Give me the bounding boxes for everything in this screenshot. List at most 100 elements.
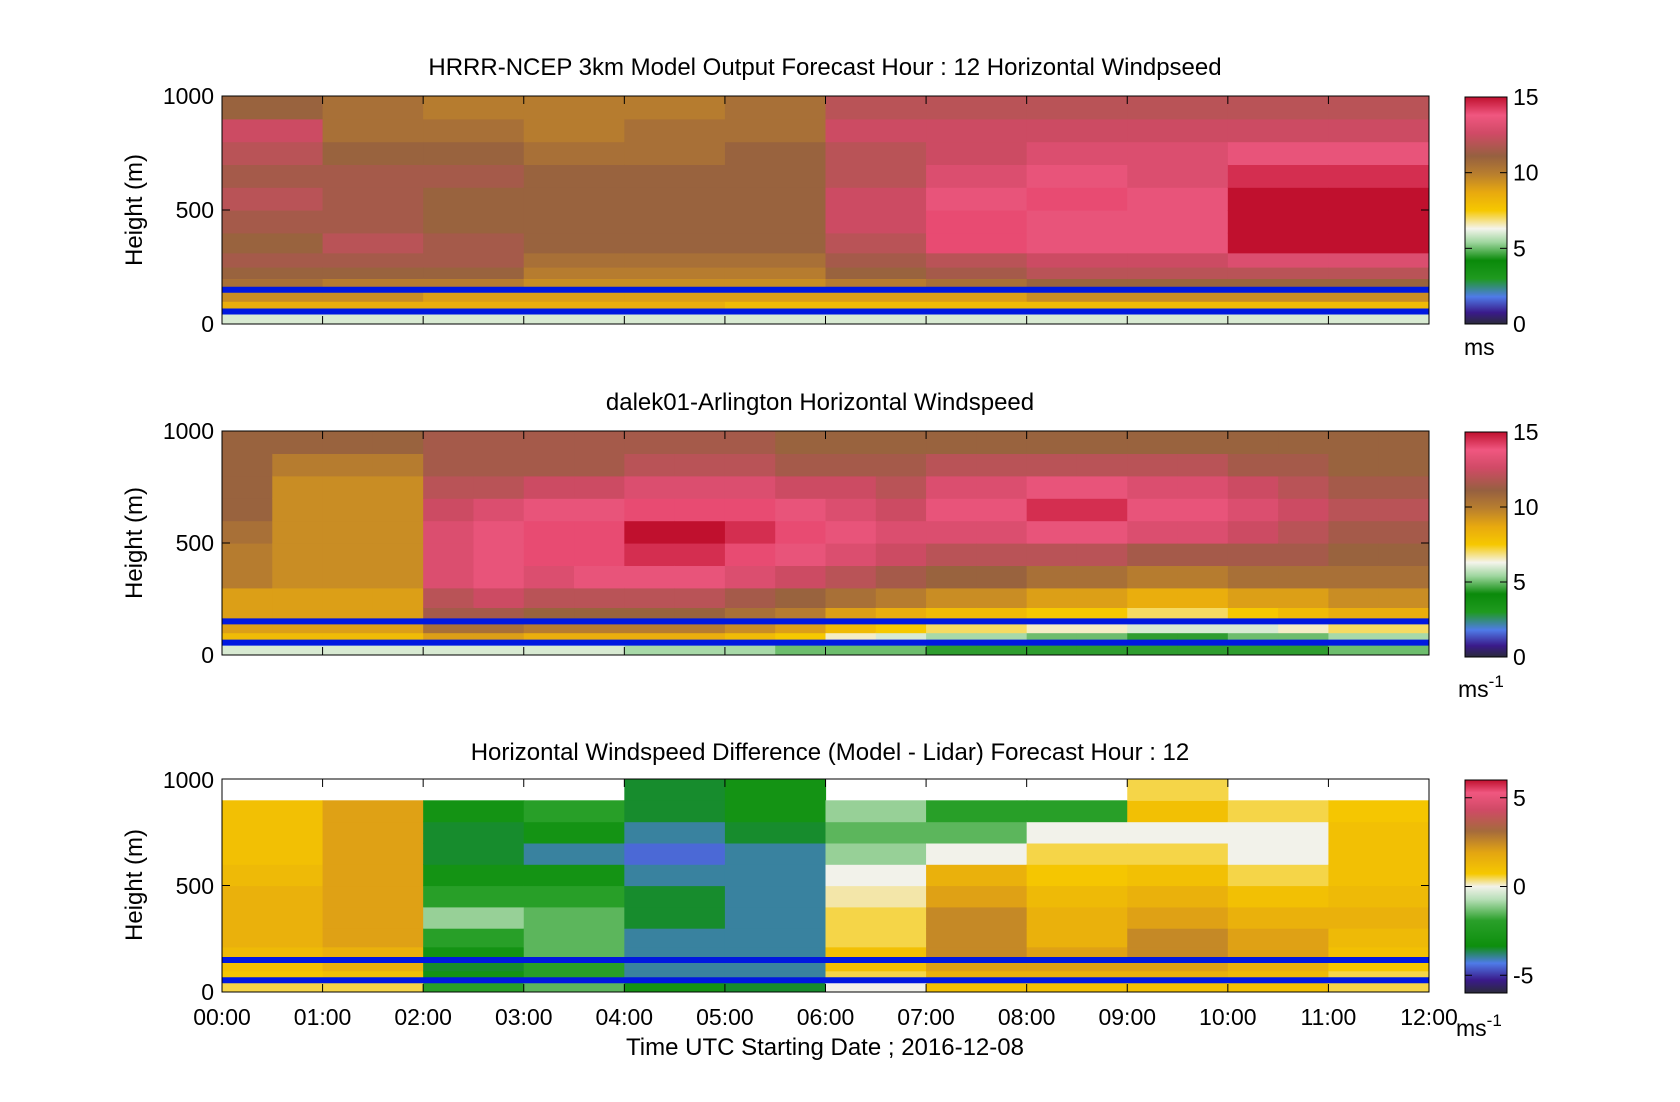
heatmap-cell xyxy=(1127,498,1179,522)
heatmap-cell xyxy=(976,587,1028,608)
heatmap-cell xyxy=(1378,453,1429,477)
heatmap-cell xyxy=(724,970,827,982)
heatmap-cell xyxy=(926,498,977,522)
heatmap-cell xyxy=(875,431,927,454)
heatmap-cell xyxy=(1378,643,1429,655)
heatmap-cell xyxy=(875,587,927,608)
heatmap-cell xyxy=(574,475,625,499)
heatmap-cell xyxy=(1026,252,1128,268)
heatmap-cell xyxy=(1127,267,1229,279)
heatmap-cell xyxy=(674,621,726,634)
heatmap-cell xyxy=(724,453,776,477)
heatmap-cell xyxy=(523,643,575,655)
x-axis xyxy=(221,430,1430,656)
heatmap-cell xyxy=(1227,210,1330,234)
heatmap-cell xyxy=(875,607,927,622)
heatmap-cell xyxy=(926,621,977,634)
heatmap-cell xyxy=(1328,312,1429,324)
heatmap-cell xyxy=(523,621,575,634)
heatmap-cell xyxy=(624,607,676,622)
x-tick-label: 03:00 xyxy=(495,1004,553,1030)
heatmap-cell xyxy=(1328,267,1429,279)
heatmap-cell xyxy=(473,498,525,522)
heatmap-cell xyxy=(1227,164,1330,188)
colorbar-tick-label: 15 xyxy=(1513,84,1539,110)
heatmap-cell xyxy=(372,587,424,608)
colorbar-unit-superscript: -1 xyxy=(1487,1011,1502,1030)
heatmap-cell xyxy=(926,543,977,566)
heatmap-cell xyxy=(1177,607,1229,622)
heatmap-cell xyxy=(322,267,424,279)
heatmap-cell xyxy=(222,821,324,844)
heatmap-cell xyxy=(222,96,324,120)
heatmap-cell xyxy=(624,800,726,823)
heatmap-cell xyxy=(423,252,525,268)
overlay-lines xyxy=(222,957,1429,984)
heatmap-cell xyxy=(322,842,424,865)
heatmap-cell xyxy=(1378,621,1429,634)
heatmap-cell xyxy=(1177,621,1229,634)
heatmap-cell xyxy=(574,520,625,544)
heatmap-cell xyxy=(1076,621,1128,634)
heatmap-cell xyxy=(1026,431,1078,454)
heatmap-cell xyxy=(423,520,475,544)
y-tick-label: 1000 xyxy=(163,767,214,793)
heatmap-cell xyxy=(624,252,726,268)
y-axis-label: Height (m) xyxy=(121,487,148,599)
heatmap-cell xyxy=(523,864,625,887)
heatmap-cell xyxy=(1278,565,1330,589)
heatmap-cell xyxy=(1127,800,1229,823)
heatmap-cell xyxy=(423,453,475,477)
heatmap-cell xyxy=(825,587,877,608)
heatmap-cell xyxy=(926,906,1028,929)
heatmap-cell xyxy=(322,885,424,908)
heatmap-cell xyxy=(372,498,424,522)
heatmap-cell xyxy=(976,643,1028,655)
heatmap-cell xyxy=(222,164,324,188)
heatmap-cell xyxy=(674,587,726,608)
heatmap-cell xyxy=(222,981,324,992)
heatmap-cell xyxy=(423,621,475,634)
heatmap-cell xyxy=(926,928,1028,948)
heatmap-cell xyxy=(674,453,726,477)
heatmap-cell xyxy=(1026,621,1078,634)
heatmap-cell xyxy=(825,164,927,188)
heatmap-cell xyxy=(1328,164,1429,188)
x-tick-label: 02:00 xyxy=(394,1004,452,1030)
heatmap-cell xyxy=(222,565,273,589)
heatmap-cell xyxy=(1076,587,1128,608)
heatmap-cell xyxy=(1328,453,1380,477)
heatmap-cell xyxy=(222,842,324,865)
heatmap-cell xyxy=(1328,252,1429,268)
heatmap-cell xyxy=(1076,431,1128,454)
heatmap-cell xyxy=(272,632,324,645)
heatmap-cell xyxy=(272,621,324,634)
heatmap-cell xyxy=(674,632,726,645)
heatmap-cell xyxy=(624,431,676,454)
heatmap-cell xyxy=(724,118,827,143)
heatmap-cell xyxy=(1026,520,1078,544)
heatmap-cell xyxy=(1026,312,1128,324)
heatmap-cell xyxy=(1378,475,1429,499)
heatmap-cell xyxy=(976,565,1028,589)
heatmap-cell xyxy=(1026,607,1078,622)
heatmap-cell xyxy=(926,141,1028,165)
heatmap-cell xyxy=(1227,928,1330,948)
heatmap-cell xyxy=(1227,453,1279,477)
heatmap-cell xyxy=(1026,643,1078,655)
heatmap-cell xyxy=(976,453,1028,477)
heatmap-cell xyxy=(825,187,927,211)
heatmap-cell xyxy=(574,431,625,454)
heatmap-cell xyxy=(926,800,1028,823)
heatmap-cell xyxy=(423,164,525,188)
heatmap-cell xyxy=(523,252,625,268)
heatmap-cell xyxy=(1127,475,1179,499)
heatmap-cell xyxy=(523,906,625,929)
heatmap-cell xyxy=(423,906,525,929)
heatmap-cell xyxy=(523,565,575,589)
heatmap-cell xyxy=(574,607,625,622)
heatmap-cell xyxy=(825,643,877,655)
x-tick-label: 09:00 xyxy=(1098,1004,1156,1030)
heatmap-cell xyxy=(976,498,1028,522)
x-tick-label: 04:00 xyxy=(596,1004,654,1030)
